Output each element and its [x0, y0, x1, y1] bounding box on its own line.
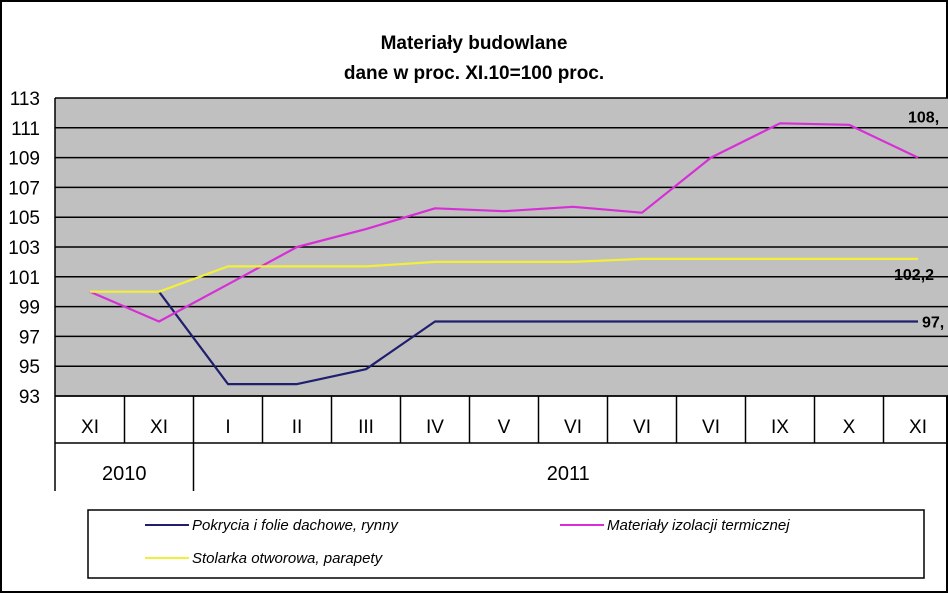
- legend: Pokrycia i folie dachowe, rynny Materiały…: [145, 517, 790, 567]
- end-data-label: 97,: [922, 315, 944, 332]
- year-labels: 2010 2011: [102, 463, 590, 485]
- year-label: 2010: [102, 463, 147, 485]
- series-line-1: [158, 291, 918, 386]
- y-tick-label: 111: [11, 119, 40, 140]
- legend-label: Stolarka otworowa, parapety: [192, 550, 384, 567]
- category-table: [54, 395, 948, 491]
- x-tick-label: VI: [702, 417, 720, 438]
- series-line-2: [89, 122, 919, 323]
- y-tick-label: 107: [8, 178, 40, 199]
- end-data-label: 102,2: [894, 267, 934, 284]
- legend-label: Pokrycia i folie dachowe, rynny: [192, 517, 399, 534]
- y-tick-label: 103: [8, 238, 40, 259]
- x-tick-label: XI: [909, 417, 927, 438]
- end-data-label: 108,: [908, 110, 939, 127]
- y-tick-label: 93: [19, 387, 40, 408]
- y-tick-label: 95: [19, 357, 40, 378]
- y-tick-label: 101: [8, 268, 40, 289]
- y-tick-label: 105: [8, 208, 40, 229]
- y-axis-ticks: 113 111 109 107 105 103 101 99 97 95 93: [8, 89, 40, 408]
- chart-title: Materiały budowlane: [381, 33, 568, 54]
- series-line-3: [90, 257, 918, 293]
- x-tick-label: II: [292, 417, 303, 438]
- x-tick-label: IX: [771, 417, 789, 438]
- series-lines: [89, 122, 919, 386]
- legend-label: Materiały izolacji termicznej: [607, 517, 790, 534]
- x-tick-label: XI: [150, 417, 168, 438]
- x-tick-label: XI: [81, 417, 99, 438]
- x-tick-label: VI: [564, 417, 582, 438]
- year-label: 2011: [547, 463, 590, 485]
- end-labels: 108, 102,2 97,: [894, 110, 944, 332]
- x-tick-label: X: [843, 417, 856, 438]
- y-tick-label: 109: [8, 149, 40, 170]
- x-tick-label: I: [225, 417, 230, 438]
- y-tick-label: 99: [19, 298, 40, 319]
- x-axis-ticks: XI XI I II III IV V VI VI VI IX X XI: [81, 417, 927, 438]
- x-tick-label: IV: [426, 417, 444, 438]
- x-tick-label: III: [358, 417, 374, 438]
- y-tick-label: 97: [19, 327, 40, 348]
- chart-subtitle: dane w proc. XI.10=100 proc.: [344, 63, 604, 84]
- x-tick-label: V: [498, 417, 511, 438]
- y-tick-label: 113: [10, 89, 40, 110]
- legend-box: [87, 509, 925, 579]
- x-tick-label: VI: [633, 417, 651, 438]
